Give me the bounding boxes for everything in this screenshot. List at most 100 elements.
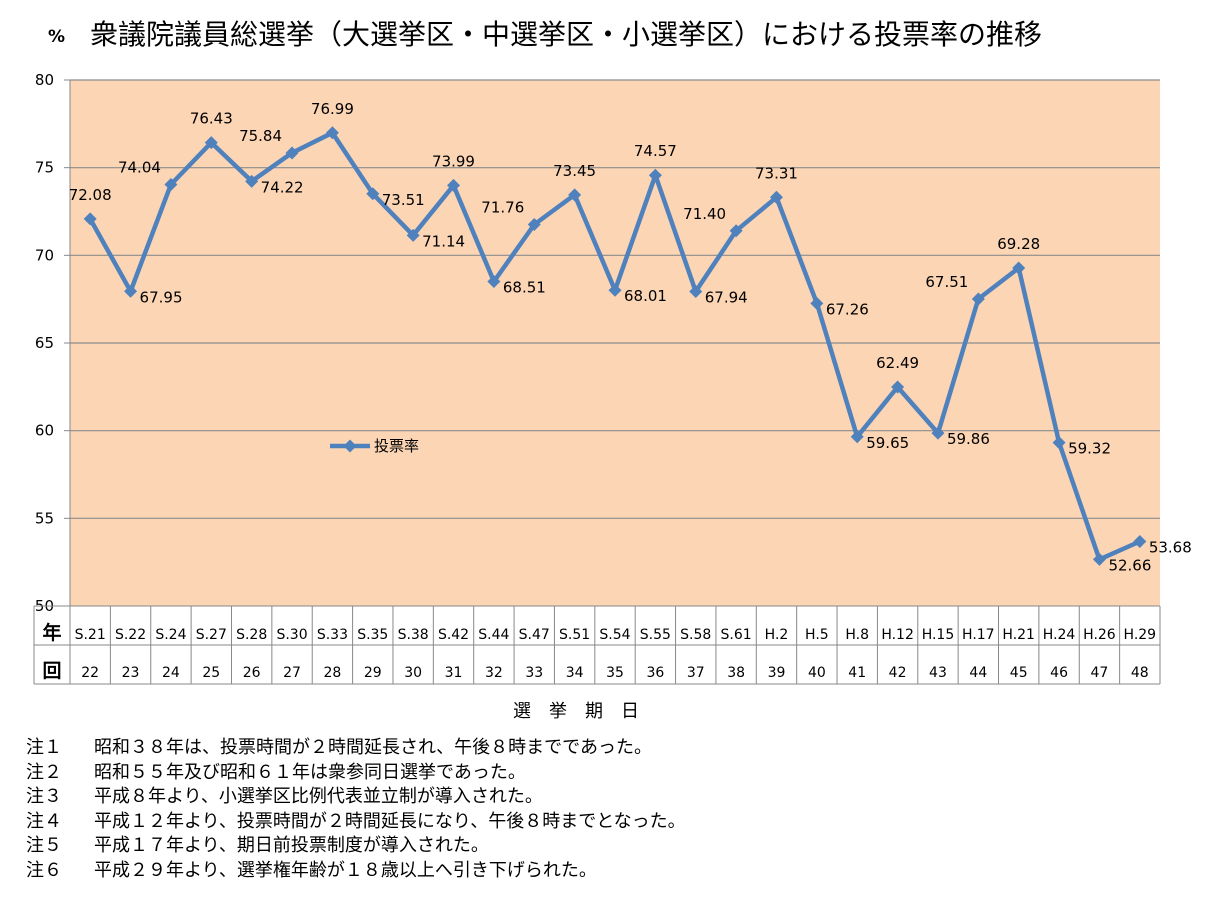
note-text: 平成８年より、小選挙区比例代表並立制が導入された。 xyxy=(94,786,543,807)
x-session-label: 34 xyxy=(566,665,584,681)
chart-title: 衆議院議員総選挙（大選挙区・中選挙区・小選挙区）における投票率の推移 xyxy=(90,18,1042,51)
x-category-label: S.42 xyxy=(438,627,469,643)
series-turnout xyxy=(83,126,1147,566)
chart-title-unit: % xyxy=(48,27,65,47)
data-label: 68.51 xyxy=(503,278,546,296)
data-label: 67.94 xyxy=(705,288,748,306)
data-label: 73.99 xyxy=(432,152,475,170)
note-label: 注１ xyxy=(26,737,62,758)
data-point xyxy=(648,168,662,182)
x-category-label: H.26 xyxy=(1083,627,1116,643)
legend-marker xyxy=(343,439,357,453)
x-session-label: 48 xyxy=(1131,665,1149,681)
x-category-label: H.24 xyxy=(1043,627,1076,643)
x-category-label: S.24 xyxy=(155,627,186,643)
x-category-label: S.47 xyxy=(519,627,550,643)
x-session-label: 26 xyxy=(243,665,261,681)
x-category-label: S.27 xyxy=(196,627,227,643)
x-session-label: 29 xyxy=(364,665,382,681)
data-label: 73.51 xyxy=(382,191,425,209)
x-category-label: H.5 xyxy=(805,627,829,643)
x-session-label: 38 xyxy=(727,665,745,681)
x-session-label: 47 xyxy=(1091,665,1109,681)
y-tick-label: 60 xyxy=(35,422,54,440)
data-label: 72.08 xyxy=(69,186,112,204)
data-label: 52.66 xyxy=(1108,556,1151,574)
x-session-label: 28 xyxy=(323,665,341,681)
x-session-label: 43 xyxy=(929,665,947,681)
x-session-label: 41 xyxy=(848,665,866,681)
data-point xyxy=(729,224,743,238)
y-tick-label: 65 xyxy=(35,334,54,352)
y-tick-label: 70 xyxy=(35,246,54,264)
note-item: 注６ 平成２９年より、選挙権年齢が１８歳以上へ引き下げられた。 xyxy=(26,859,686,884)
x-session-label: 45 xyxy=(1010,665,1028,681)
data-label: 73.31 xyxy=(755,164,798,182)
note-label: 注５ xyxy=(26,835,62,856)
x-category-label: H.21 xyxy=(1002,627,1035,643)
x-session-label: 39 xyxy=(768,665,786,681)
x-session-label: 23 xyxy=(122,665,140,681)
x-category-label: S.22 xyxy=(115,627,146,643)
x-category-label: S.21 xyxy=(75,627,106,643)
note-label: 注４ xyxy=(26,810,62,832)
notes-section: 注１ 昭和３８年は、投票時間が２時間延長され、午後８時までであった。 注２ 昭和５５… xyxy=(26,736,686,883)
y-tick-label: 80 xyxy=(35,71,54,89)
row-header-session: 回 xyxy=(42,660,61,682)
row-header-year: 年 xyxy=(42,621,61,644)
x-session-label: 25 xyxy=(202,665,220,681)
data-point xyxy=(1052,436,1066,450)
x-session-label: 27 xyxy=(283,665,301,681)
note-item: 注４ 平成１２年より、投票時間が２時間延長になり、午後８時までとなった。 xyxy=(26,810,686,835)
x-category-label: H.15 xyxy=(922,627,955,643)
x-session-label: 42 xyxy=(889,665,907,681)
x-category-label: S.33 xyxy=(317,627,348,643)
note-item: 注３ 平成８年より、小選挙区比例代表並立制が導入された。 xyxy=(26,785,686,810)
data-label: 76.43 xyxy=(190,110,233,128)
data-label: 67.26 xyxy=(826,300,869,318)
y-tick-label: 55 xyxy=(35,509,54,527)
data-point xyxy=(810,296,824,310)
data-point xyxy=(245,174,259,188)
data-point xyxy=(285,146,299,160)
x-axis-label: 選 挙 期 日 xyxy=(513,701,639,722)
note-item: 注５ 平成１７年より、期日前投票制度が導入された。 xyxy=(26,834,686,859)
data-point xyxy=(891,380,905,394)
data-point xyxy=(124,284,138,298)
data-point xyxy=(931,426,945,440)
x-category-label: S.44 xyxy=(478,627,509,643)
data-label: 59.32 xyxy=(1068,440,1111,458)
data-label: 59.65 xyxy=(866,434,909,452)
note-item: 注２ 昭和５５年及び昭和６１年は衆参同日選挙であった。 xyxy=(26,761,686,786)
note-label: 注６ xyxy=(26,859,62,881)
x-session-label: 22 xyxy=(81,665,99,681)
legend-label: 投票率 xyxy=(374,437,419,455)
x-session-label: 40 xyxy=(808,665,826,681)
x-session-label: 44 xyxy=(969,665,987,681)
data-point xyxy=(850,430,864,444)
x-category-label: S.55 xyxy=(640,627,671,643)
data-point xyxy=(1133,534,1147,548)
data-label: 71.76 xyxy=(481,198,524,216)
data-point xyxy=(204,136,218,150)
data-point xyxy=(689,284,703,298)
x-category-label: S.51 xyxy=(559,627,590,643)
data-point xyxy=(406,228,420,242)
x-category-label: H.2 xyxy=(765,627,789,643)
note-text: 平成２９年より、選挙権年齢が１８歳以上へ引き下げられた。 xyxy=(94,859,597,881)
note-text: 昭和３８年は、投票時間が２時間延長され、午後８時までであった。 xyxy=(94,737,652,758)
x-category-label: S.61 xyxy=(721,627,752,643)
data-label: 62.49 xyxy=(876,354,919,372)
data-point xyxy=(608,283,622,297)
x-category-label: S.28 xyxy=(236,627,267,643)
data-label: 69.28 xyxy=(997,235,1040,253)
x-session-label: 30 xyxy=(404,665,422,681)
data-point xyxy=(568,188,582,202)
x-category-label: H.12 xyxy=(881,627,914,643)
x-category-label: S.38 xyxy=(398,627,429,643)
data-label: 59.86 xyxy=(947,430,990,448)
data-label: 67.95 xyxy=(140,288,183,306)
x-category-label: S.54 xyxy=(599,627,630,643)
x-category-label: S.35 xyxy=(357,627,388,643)
